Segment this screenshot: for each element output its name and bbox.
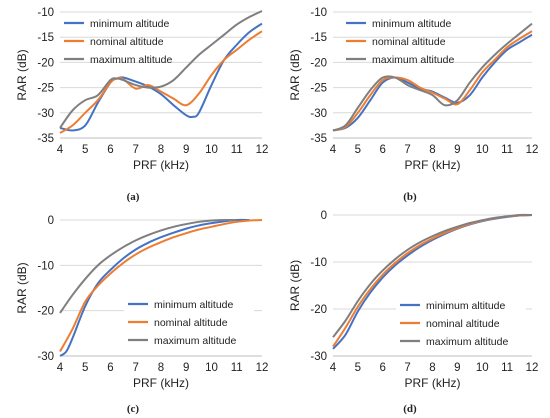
x-axis-label: PRF (kHz) <box>405 376 461 390</box>
x-tick-label: 12 <box>256 362 269 374</box>
x-tick-label: 10 <box>205 362 218 374</box>
legend-label: maximum altitude <box>90 54 172 66</box>
y-tick-label: -35 <box>37 133 54 145</box>
panel-a: -35 -30 -25 -20 -15 -10 4 5 6 7 8 9 10 11 12 PRF (kHz) R… <box>15 7 268 203</box>
x-axis-label: PRF (kHz) <box>133 158 189 172</box>
legend-label: nominal altitude <box>90 36 164 48</box>
y-tick-label: -15 <box>310 32 327 44</box>
y-tick-label: -25 <box>310 83 327 95</box>
y-tick-label: -30 <box>37 108 54 120</box>
panel-caption: (c) <box>127 403 140 415</box>
panel-d: -30 -20 -10 0 4 5 6 7 8 9 10 11 12 PRF (kHz) RAR (dB) m… <box>288 210 538 415</box>
x-tick-label: 9 <box>183 144 189 156</box>
panel-caption: (d) <box>403 403 417 415</box>
y-tick-label: -20 <box>37 57 54 69</box>
series-line-maximum-altitude <box>332 213 533 338</box>
series-line-nominal-altitude <box>332 30 533 132</box>
x-tick-label: 4 <box>57 144 64 156</box>
x-tick-label: 10 <box>476 144 489 156</box>
x-tick-label: 6 <box>380 362 386 374</box>
x-tick-label: 6 <box>107 144 113 156</box>
x-tick-label: 9 <box>454 362 460 374</box>
y-tick-label: -35 <box>310 133 327 145</box>
x-tick-label: 5 <box>82 144 88 156</box>
x-tick-label: 11 <box>231 144 243 156</box>
x-tick-label: 4 <box>330 144 337 156</box>
y-axis-label: RAR (dB) <box>15 49 29 100</box>
legend: minimum altitude nominal altitude maximum … <box>124 293 254 351</box>
y-tick-label: -10 <box>310 257 327 269</box>
x-tick-label: 10 <box>205 144 218 156</box>
x-tick-label: 5 <box>355 362 361 374</box>
panel-b: -35 -30 -25 -20 -15 -10 4 5 6 7 8 9 10 11 12 PRF (kHz) R… <box>288 7 538 203</box>
x-tick-label: 7 <box>133 362 139 374</box>
legend: minimum altitude nominal altitude maximum … <box>396 294 526 352</box>
y-axis-label: RAR (dB) <box>288 260 302 311</box>
legend: minimum altitude nominal altitude maximum … <box>346 18 454 66</box>
x-tick-label: 5 <box>82 362 88 374</box>
x-tick-label: 10 <box>476 362 489 374</box>
legend-label: maximum altitude <box>154 335 236 347</box>
legend-label: nominal altitude <box>372 36 446 48</box>
series-line-maximum-altitude <box>59 10 263 129</box>
y-tick-label: 0 <box>321 210 327 222</box>
y-tick-label: -30 <box>310 351 327 363</box>
panel-c: -30 -20 -10 0 4 5 6 7 8 9 10 11 12 PRF (kHz) RAR (dB) m… <box>15 215 268 415</box>
x-tick-label: 4 <box>57 362 64 374</box>
x-tick-label: 6 <box>107 362 113 374</box>
y-tick-label: -25 <box>37 83 54 95</box>
x-tick-label: 8 <box>429 362 435 374</box>
series-line-maximum-altitude <box>332 22 533 132</box>
legend-label: minimum altitude <box>372 18 452 30</box>
legend-label: minimum altitude <box>426 300 506 312</box>
x-tick-label: 7 <box>133 144 139 156</box>
y-axis-label: RAR (dB) <box>15 262 29 313</box>
legend-label: nominal altitude <box>426 318 500 330</box>
x-tick-label: 7 <box>404 362 410 374</box>
y-tick-label: -20 <box>37 306 54 318</box>
legend-label: nominal altitude <box>154 317 228 329</box>
y-tick-label: -15 <box>37 32 54 44</box>
y-tick-label: -10 <box>310 7 327 19</box>
x-tick-label: 4 <box>330 362 337 374</box>
y-tick-label: -20 <box>310 57 327 69</box>
panel-caption: (a) <box>127 191 140 203</box>
series-line-minimum-altitude <box>59 218 250 357</box>
y-tick-label: 0 <box>48 215 54 227</box>
legend: minimum altitude nominal altitude maximum … <box>64 18 172 66</box>
series-line-maximum-altitude <box>59 218 237 314</box>
y-tick-label: -10 <box>37 260 54 272</box>
y-tick-label: -10 <box>37 7 54 19</box>
series-line-nominal-altitude <box>59 219 263 352</box>
x-tick-label: 6 <box>380 144 386 156</box>
y-axis-label: RAR (dB) <box>288 49 302 100</box>
legend-label: maximum altitude <box>426 336 508 348</box>
x-tick-label: 12 <box>526 362 539 374</box>
x-tick-label: 8 <box>158 144 164 156</box>
x-tick-label: 9 <box>454 144 460 156</box>
x-tick-label: 11 <box>231 362 243 374</box>
x-tick-label: 9 <box>183 362 189 374</box>
y-tick-label: -30 <box>37 351 54 363</box>
x-tick-label: 5 <box>355 144 361 156</box>
x-tick-label: 12 <box>526 144 539 156</box>
panel-caption: (b) <box>403 191 417 203</box>
x-tick-label: 7 <box>404 144 410 156</box>
y-tick-label: -20 <box>310 304 327 316</box>
x-tick-label: 11 <box>501 144 513 156</box>
x-tick-label: 8 <box>158 362 164 374</box>
x-tick-label: 8 <box>429 144 435 156</box>
legend-label: minimum altitude <box>154 299 234 311</box>
x-axis-label: PRF (kHz) <box>405 158 461 172</box>
legend-label: maximum altitude <box>372 54 454 66</box>
x-axis-label: PRF (kHz) <box>133 376 189 390</box>
y-tick-label: -30 <box>310 108 327 120</box>
legend-label: minimum altitude <box>90 18 170 30</box>
x-tick-label: 12 <box>256 144 269 156</box>
x-tick-label: 11 <box>501 362 513 374</box>
